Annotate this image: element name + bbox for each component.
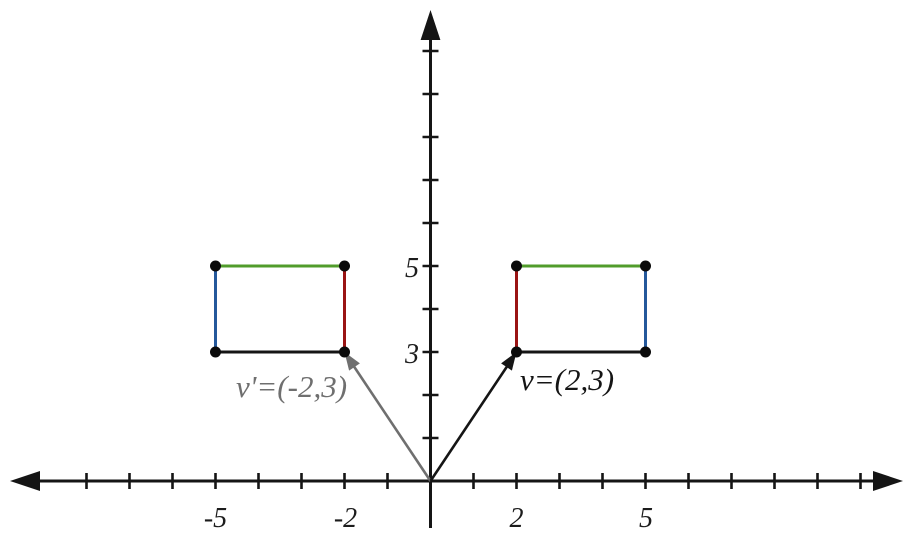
y-tick-label-3: 3: [404, 339, 419, 370]
y-axis-ticks: [422, 49, 439, 440]
x-tick-label-neg5: -5: [204, 503, 227, 534]
vertex-dot: [210, 260, 221, 272]
vertex-dot: [511, 260, 522, 272]
x-axis-ticks: [85, 473, 862, 489]
vector-v-prime-arrowhead-icon: [344, 352, 360, 371]
y-tick-label-5: 5: [405, 253, 419, 284]
vector-v-arrowhead-icon: [501, 352, 517, 371]
vertex-dot: [339, 346, 350, 358]
vertex-dot: [210, 346, 221, 358]
x-tick-label-5: 5: [639, 503, 653, 534]
vertex-dot: [640, 346, 651, 358]
vector-v-label: v=(2,3): [520, 362, 614, 397]
x-axis-right-arrowhead-icon: [873, 471, 903, 491]
y-axis-top-arrowhead-icon: [420, 10, 441, 40]
x-tick-label-neg2: -2: [334, 503, 357, 534]
vertex-dot: [339, 260, 350, 272]
vector-v-prime-line: [352, 365, 432, 482]
x-tick-label-2: 2: [510, 503, 524, 534]
vertex-dot: [511, 346, 522, 358]
vertex-dot: [640, 260, 651, 272]
vector-v-line: [429, 365, 509, 482]
vector-v-prime-label: v'=(-2,3): [236, 369, 347, 404]
x-axis-left-arrowhead-icon: [10, 471, 40, 491]
